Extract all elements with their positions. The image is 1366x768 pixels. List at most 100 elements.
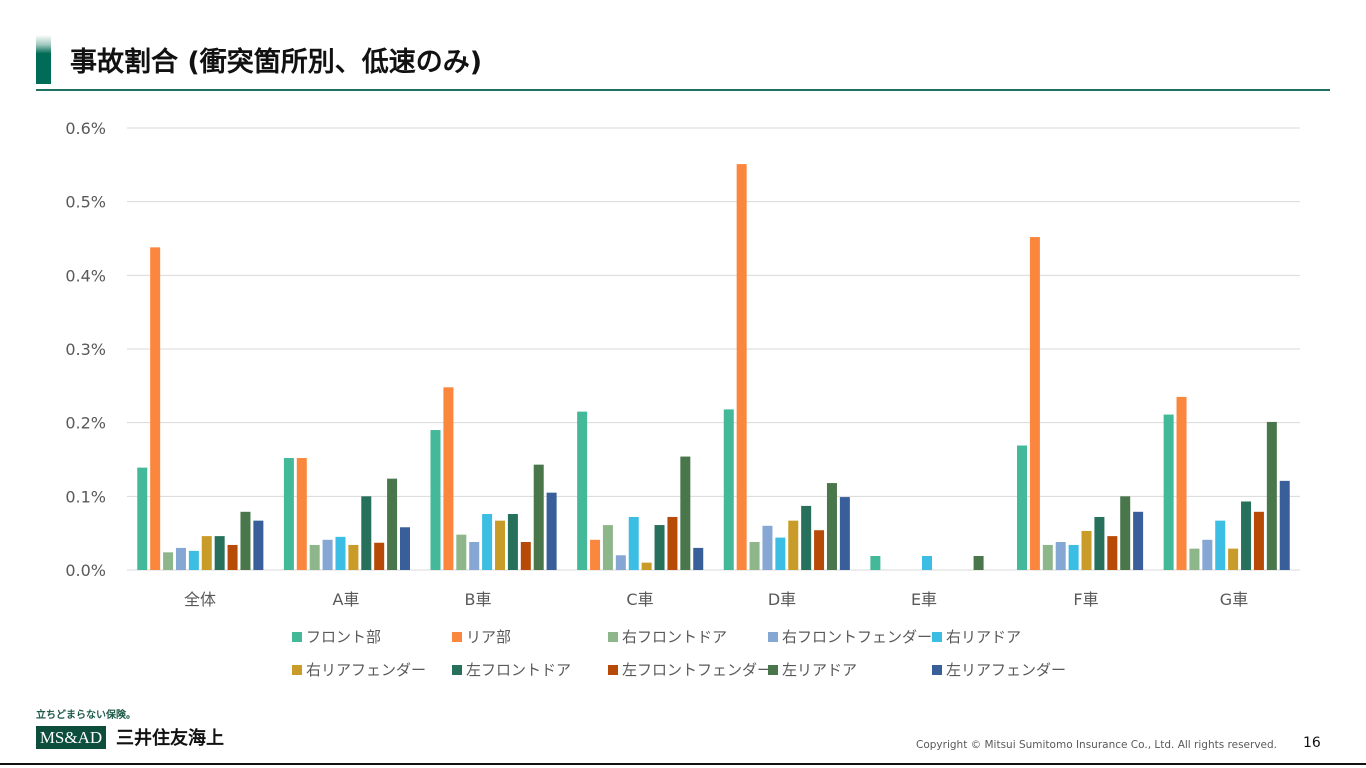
bar [723, 409, 734, 570]
legend-item: 右リアフェンダー [292, 659, 426, 680]
legend-label: 右フロントドア [622, 628, 728, 646]
bar [1029, 237, 1040, 570]
bar [577, 411, 588, 570]
legend-item: 左フロントドア [452, 659, 571, 680]
x-tick-label: D車 [768, 590, 796, 609]
bar [667, 516, 678, 570]
bar [296, 458, 307, 570]
bar [283, 458, 294, 570]
bar [240, 511, 251, 570]
y-tick-label: 0.2% [65, 414, 106, 433]
chart-bars [137, 164, 1290, 570]
bar [533, 464, 544, 570]
legend-label: 右リアフェンダー [306, 661, 427, 679]
bar [1253, 511, 1264, 570]
y-tick-label: 0.3% [65, 340, 106, 359]
bar [628, 516, 639, 570]
bar [590, 539, 601, 570]
legend-label: 左フロントドア [466, 661, 572, 679]
bar [520, 542, 531, 570]
bar [1017, 445, 1028, 570]
bar [546, 492, 557, 570]
legend-label: 右リアドア [946, 628, 1022, 646]
bar [654, 525, 665, 570]
company-logo: 立ちどまらない保険。 MS&AD 三井住友海上 [36, 704, 234, 756]
bar [788, 520, 799, 570]
bar [361, 496, 372, 570]
bar [430, 430, 441, 570]
bar [443, 387, 454, 570]
bar [870, 556, 881, 570]
x-tick-label: 全体 [184, 590, 216, 609]
y-tick-label: 0.0% [65, 561, 106, 580]
bar [602, 525, 613, 570]
bar [150, 247, 161, 570]
bar [615, 555, 626, 570]
bar [1094, 516, 1105, 570]
legend-label: 左リアドア [782, 661, 858, 679]
bar [1163, 414, 1174, 570]
bar [1042, 544, 1053, 570]
bar [214, 536, 225, 570]
bar [826, 483, 837, 570]
x-tick-label: E車 [911, 590, 937, 609]
y-tick-label: 0.6% [65, 119, 106, 138]
bar [253, 520, 264, 570]
legend-label: 右フロントフェンダー [782, 628, 933, 646]
legend-item: 左フロントフェンダー [608, 659, 772, 680]
legend-swatch [452, 664, 462, 675]
bar [1241, 501, 1252, 570]
bar [322, 539, 333, 570]
bar-chart: 0.0% 0.1% 0.2% 0.3% 0.4% 0.5% 0.6% 全体 A車 B車 C車 D車 E… [65, 119, 1300, 609]
logo-mark: MS&AD [36, 726, 106, 749]
legend-item: 左リアドア [768, 659, 857, 680]
legend-item: 右フロントドア [608, 626, 727, 647]
bar [495, 520, 506, 570]
legend-swatch [932, 664, 942, 675]
bar [839, 497, 850, 570]
bar [201, 536, 212, 570]
bar [374, 542, 385, 570]
y-axis-ticks: 0.0% 0.1% 0.2% 0.3% 0.4% 0.5% 0.6% [65, 119, 106, 580]
bar [507, 514, 518, 570]
chart-gridlines [127, 127, 1300, 571]
title-divider [36, 89, 1330, 91]
legend-item: 左リアフェンダー [932, 659, 1066, 680]
bar [163, 552, 174, 570]
legend-swatch [768, 631, 778, 642]
bar [801, 505, 812, 570]
legend-swatch [608, 631, 618, 642]
bar [348, 544, 359, 570]
bar [1189, 548, 1200, 570]
bar [469, 542, 480, 570]
bar [641, 562, 652, 570]
page-title: 事故割合 (衝突箇所別、低速のみ) [70, 47, 483, 78]
bar [775, 537, 786, 570]
legend-swatch [932, 631, 942, 642]
bar [1081, 530, 1092, 570]
bar [188, 550, 199, 570]
x-tick-label: B車 [465, 590, 492, 609]
x-tick-label: F車 [1073, 590, 1098, 609]
bar [482, 514, 493, 570]
bar [456, 534, 467, 570]
bar [1120, 496, 1131, 570]
bar [921, 556, 932, 570]
legend-item: 右フロントフェンダー [768, 626, 932, 647]
legend-swatch [452, 631, 462, 642]
bar [399, 527, 410, 570]
y-tick-label: 0.4% [65, 266, 106, 285]
legend-label: フロント部 [306, 628, 382, 646]
bar [1228, 548, 1239, 570]
bar [1133, 511, 1144, 570]
x-tick-label: A車 [333, 590, 360, 609]
bar [1266, 421, 1277, 570]
bar [175, 547, 186, 570]
copyright-text: Copyright © Mitsui Sumitomo Insurance Co… [916, 739, 1277, 751]
bar [1068, 544, 1079, 570]
bar [814, 530, 825, 570]
legend-label: 左リアフェンダー [946, 661, 1067, 679]
bar [680, 456, 691, 570]
legend-item: フロント部 [292, 626, 381, 647]
bar [762, 525, 773, 570]
